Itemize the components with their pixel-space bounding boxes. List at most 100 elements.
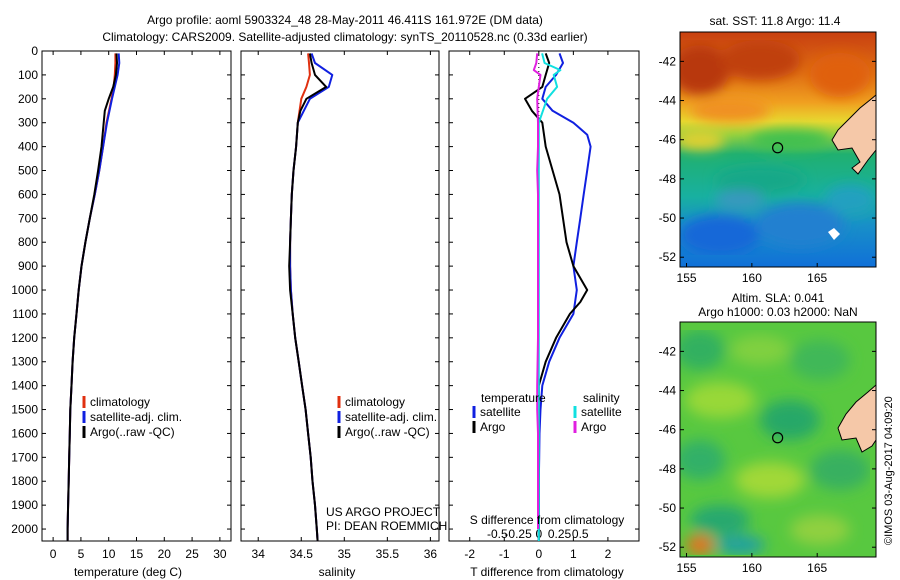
map-y-tick-label: -46: [659, 133, 677, 147]
legend-group-salinity: salinity: [583, 391, 620, 405]
map-y-tick-label: -48: [659, 462, 677, 476]
x-tick-label: 2: [605, 547, 612, 561]
legend-entry-climatology: climatology: [345, 395, 405, 409]
map-x-tick-label: 160: [742, 561, 762, 575]
depth-tick-label: 800: [18, 235, 38, 249]
s-diff-tick-label: -0.25: [504, 527, 532, 541]
x-tick-label: 34.5: [290, 547, 314, 561]
s-diff-tick-label: 0.5: [572, 527, 589, 541]
temperature-panel: 0 5 10 15 20 25 30: [41, 50, 232, 561]
legend-entry-climatology: climatology: [90, 395, 150, 409]
header-line-1: Argo profile: aoml 5903324_48 28-May-201…: [147, 13, 543, 27]
x-tick-label: 5: [78, 547, 85, 561]
legend-group-temperature: temperature: [481, 391, 546, 405]
depth-tick-label: 100: [18, 68, 38, 82]
salinity-axis-label: salinity: [319, 565, 356, 579]
salinity-panel: 34 34.5 35 35.5 36: [240, 50, 440, 561]
pi-label: PI: DEAN ROEMMICH: [326, 519, 447, 533]
map-y-tick-label: -50: [659, 211, 677, 225]
sst-map-frame: [679, 31, 877, 268]
header-line-2: Climatology: CARS2009. Satellite-adjuste…: [102, 30, 587, 44]
x-tick-label: 35: [338, 547, 352, 561]
x-tick-label: 35.5: [376, 547, 400, 561]
project-label: US ARGO PROJECT: [326, 505, 441, 519]
sla-map-subtitle: Argo h1000: 0.03 h2000: NaN: [698, 305, 857, 319]
map-x-tick-label: 155: [677, 271, 697, 285]
sst-map-image: [680, 32, 876, 267]
map-x-tick-label: 160: [742, 271, 762, 285]
map-y-tick-label: -42: [659, 344, 677, 358]
x-tick-label: 0: [535, 547, 542, 561]
s-difference-axis-label: S difference from climatology: [470, 513, 625, 527]
s-diff-tick-label: 0.25: [548, 527, 572, 541]
depth-tick-label: 1600: [11, 426, 38, 440]
depth-tick-label: 1200: [11, 331, 38, 345]
depth-tick-label: 1400: [11, 379, 38, 393]
depth-tick-label: 200: [18, 92, 38, 106]
map-y-tick-label: -52: [659, 540, 677, 554]
temperature-axis-label: temperature (deg C): [74, 565, 182, 579]
sst-map-ticks: 155 160 165 -42 -44 -46 -48 -50 -52: [659, 54, 876, 285]
map-y-tick-label: -48: [659, 172, 677, 186]
depth-tick-label: 700: [18, 211, 38, 225]
series-line-argo-raw-qc-: [66, 53, 118, 541]
legend-entry-satellite: satellite-adj. clim.: [90, 410, 182, 424]
x-tick-label: 20: [158, 547, 172, 561]
depth-tick-label: 1900: [11, 498, 38, 512]
depth-tick-label: 1300: [11, 355, 38, 369]
x-tick-label: 0: [50, 547, 57, 561]
map-x-tick-label: 165: [807, 561, 827, 575]
x-tick-label: 10: [102, 547, 116, 561]
temperature-legend: climatology satellite-adj. clim. Argo(..…: [82, 395, 182, 439]
map-y-tick-label: -52: [659, 250, 677, 264]
depth-tick-label: 1700: [11, 450, 38, 464]
series-line-argo-raw-qc-: [288, 53, 328, 542]
depth-tick-label: 1800: [11, 474, 38, 488]
footer-credit: ©IMOS 03-Aug-2017 04:09:20: [883, 396, 895, 545]
land-polygon: [837, 384, 876, 453]
depth-tick-labels: 0 100 200 300 400 500 600 700 800 900 1000 1100 1200…: [11, 44, 38, 536]
x-tick-label: 1: [570, 547, 577, 561]
depth-tick-label: 500: [18, 164, 38, 178]
map-y-tick-label: -50: [659, 501, 677, 515]
depth-tick-label: 1500: [11, 403, 38, 417]
depth-tick-label: 2000: [11, 522, 38, 536]
sst-profile-marker: [772, 142, 784, 154]
land-polygon: [831, 94, 876, 175]
legend-entry-argo: Argo(..raw -QC): [345, 425, 430, 439]
map-x-tick-label: 155: [677, 561, 697, 575]
x-tick-label: 34: [252, 547, 266, 561]
x-tick-label: 25: [185, 547, 199, 561]
x-tick-label: 36: [424, 547, 438, 561]
plot-frame: [240, 50, 440, 542]
x-tick-label: -2: [464, 547, 475, 561]
x-tick-label: 30: [213, 547, 227, 561]
map-x-tick-label: 165: [807, 271, 827, 285]
sst-map-title: sat. SST: 11.8 Argo: 11.4: [710, 14, 841, 28]
sla-map-title: Altim. SLA: 0.041: [732, 291, 825, 305]
sla-map-frame: [679, 321, 877, 558]
land-mask: [828, 228, 840, 240]
depth-tick-label: 600: [18, 187, 38, 201]
legend-entry-t-satellite: satellite: [480, 405, 521, 419]
t-difference-axis-label: T difference from climatology: [470, 565, 624, 579]
legend-entry-s-satellite: satellite: [581, 405, 622, 419]
difference-legend: temperature salinity satellite Argo sate…: [472, 391, 622, 434]
depth-tick-label: 1100: [12, 307, 38, 321]
sla-map-image: [680, 322, 876, 557]
x-tick-label: -1: [499, 547, 510, 561]
map-y-tick-label: -46: [659, 423, 677, 437]
series-line-argo: [532, 53, 542, 529]
legend-entry-s-argo: Argo: [581, 420, 607, 434]
map-y-tick-label: -44: [659, 94, 677, 108]
depth-tick-label: 900: [18, 259, 38, 273]
depth-tick-label: 0: [31, 44, 38, 58]
map-y-tick-label: -44: [659, 384, 677, 398]
x-tick-label: 15: [130, 547, 144, 561]
map-y-tick-label: -42: [659, 54, 677, 68]
sla-profile-marker: [772, 432, 784, 444]
depth-tick-label: 400: [18, 140, 38, 154]
legend-entry-satellite: satellite-adj. clim.: [345, 410, 437, 424]
